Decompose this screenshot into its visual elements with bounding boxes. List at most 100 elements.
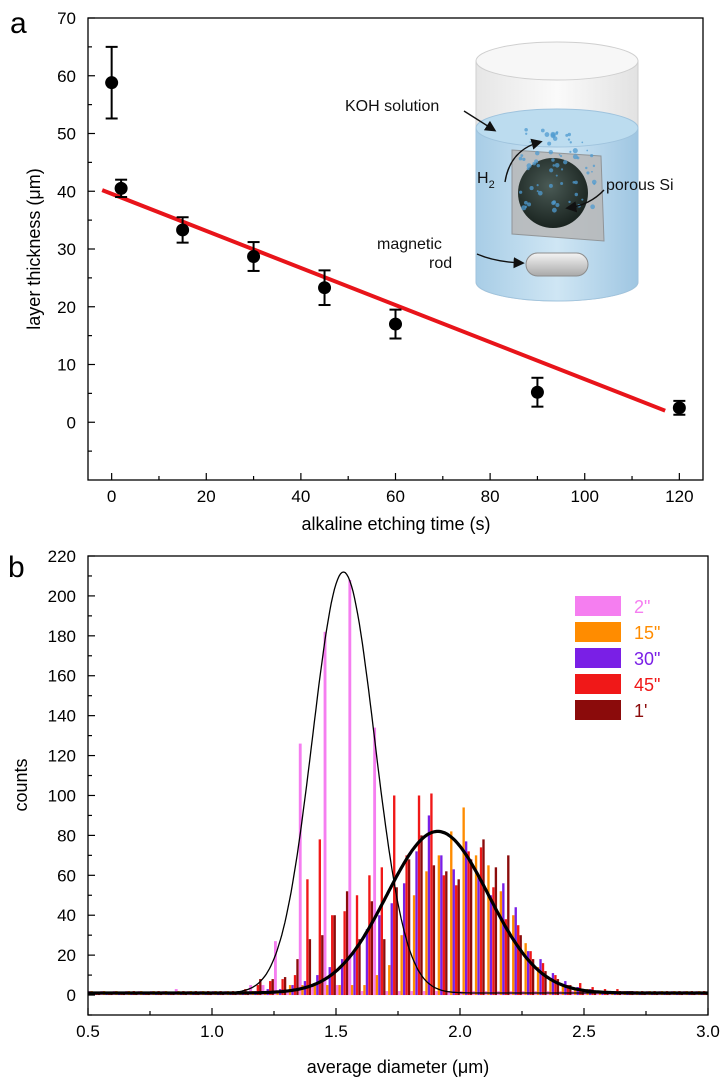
rod-label: rod <box>429 255 452 272</box>
panel-a-points <box>105 45 686 416</box>
panel-b-ytick-label: 120 <box>48 747 76 766</box>
h2-bubble <box>572 181 576 184</box>
h2-bubble <box>569 150 572 153</box>
histogram-bar <box>564 981 567 996</box>
panel-b-ytick-label: 160 <box>48 667 76 686</box>
histogram-bar <box>427 815 431 996</box>
histogram-bar <box>281 979 284 996</box>
h2-bubble <box>563 159 568 165</box>
h2-bubble <box>560 181 564 185</box>
h2-bubble <box>581 141 584 144</box>
histogram-bar <box>457 879 460 996</box>
panel-a-ytick-label: 50 <box>57 125 76 144</box>
h2-bubble <box>551 200 556 206</box>
histogram-bar <box>353 951 356 996</box>
histogram-bar <box>380 867 383 996</box>
legend-label: 30" <box>634 649 660 669</box>
histogram-bar <box>393 795 396 996</box>
panel-a-ytick-label: 10 <box>57 356 76 375</box>
h2-bubble <box>551 158 555 162</box>
legend-swatch <box>575 674 621 694</box>
h2-bubble <box>555 174 558 177</box>
histogram-bar <box>507 855 510 996</box>
histogram-bar <box>311 985 315 996</box>
histogram-bar <box>383 939 386 996</box>
histogram-bar <box>385 991 389 996</box>
histogram-bar <box>462 807 465 996</box>
histogram-bar <box>388 965 391 996</box>
panel-a-xtick-label: 60 <box>386 487 405 506</box>
histogram-bar <box>373 727 377 996</box>
panel-a-ytick-label: 60 <box>57 67 76 86</box>
histogram-bar <box>333 915 336 996</box>
legend-swatch <box>575 596 621 616</box>
h2-bubble <box>536 184 539 187</box>
h2-bubble <box>592 164 596 168</box>
histogram-bar <box>489 895 493 996</box>
histogram-bar <box>410 991 414 996</box>
histogram-bar <box>261 985 265 996</box>
data-point <box>389 317 402 331</box>
histogram-bar <box>569 985 572 996</box>
histogram-bar <box>306 879 309 996</box>
h2-bubble <box>590 154 594 158</box>
porous-si-label: porous Si <box>606 177 674 194</box>
panel-b-ticks <box>87 555 709 1016</box>
histogram-bar <box>348 579 352 996</box>
h2-bubble <box>554 162 560 168</box>
histogram-bar <box>430 793 433 996</box>
panel-a-xtick-label: 120 <box>665 487 693 506</box>
histogram-bar <box>544 971 547 996</box>
histogram-bar <box>554 975 557 996</box>
histogram-bar <box>316 975 319 996</box>
histogram-bar <box>365 929 369 996</box>
histogram-bar <box>425 871 428 996</box>
histogram-bar <box>504 919 507 996</box>
histogram-bar <box>492 887 495 996</box>
h2-bubble <box>527 202 532 207</box>
panel-a-ytick-label: 70 <box>57 9 76 28</box>
panel-b-xtick-label: 2.5 <box>572 1022 596 1041</box>
histogram-bar <box>256 985 259 996</box>
h2-bubble <box>551 207 557 213</box>
h2-bubbles <box>518 128 597 213</box>
histogram-bar <box>340 959 344 996</box>
histogram-bar <box>363 985 366 996</box>
panel-b-letter: b <box>8 551 25 584</box>
histogram-bar <box>308 939 312 996</box>
panel-a-tick-labels: 0 20 40 60 80 100 120 0 10 20 30 40 50 60 70 <box>57 9 693 506</box>
h2-bubble <box>555 132 559 135</box>
panel-b-ytick-label: 80 <box>57 826 76 845</box>
histogram-bar <box>293 975 297 996</box>
h2-bubble <box>526 163 532 169</box>
h2-bubble <box>550 131 556 137</box>
panel-b-ytick-label: 180 <box>48 627 76 646</box>
panel-b-ytick-label: 140 <box>48 707 76 726</box>
panel-a-letter: a <box>10 7 27 40</box>
h2-bubble <box>534 159 539 164</box>
legend-label: 2" <box>634 597 650 617</box>
histogram-bar <box>502 883 505 996</box>
panel-a-xtick-label: 100 <box>571 487 599 506</box>
histogram-bar <box>370 901 374 996</box>
histogram-bar <box>435 991 439 996</box>
panel-a-ytick-label: 20 <box>57 298 76 317</box>
histogram-bar <box>331 915 334 996</box>
h2-bubble <box>555 203 560 208</box>
panel-b-bars <box>88 579 708 996</box>
panel-b-ytick-label: 200 <box>48 587 76 606</box>
h2-bubble <box>574 192 579 197</box>
h2-bubble <box>568 200 571 204</box>
histogram-bar <box>321 935 324 996</box>
koh-label: KOH solution <box>345 98 439 115</box>
histogram-bar <box>402 883 406 996</box>
panel-b-ytick-label: 100 <box>48 786 76 805</box>
h2-bubble <box>558 153 561 156</box>
h2-bubble <box>591 170 593 173</box>
histogram-bar <box>350 985 354 996</box>
histogram-bar <box>514 907 517 996</box>
histogram-bar <box>271 979 274 996</box>
h2-bubble <box>526 167 530 171</box>
h2-bubble <box>524 128 528 132</box>
histogram-bar <box>551 973 555 996</box>
